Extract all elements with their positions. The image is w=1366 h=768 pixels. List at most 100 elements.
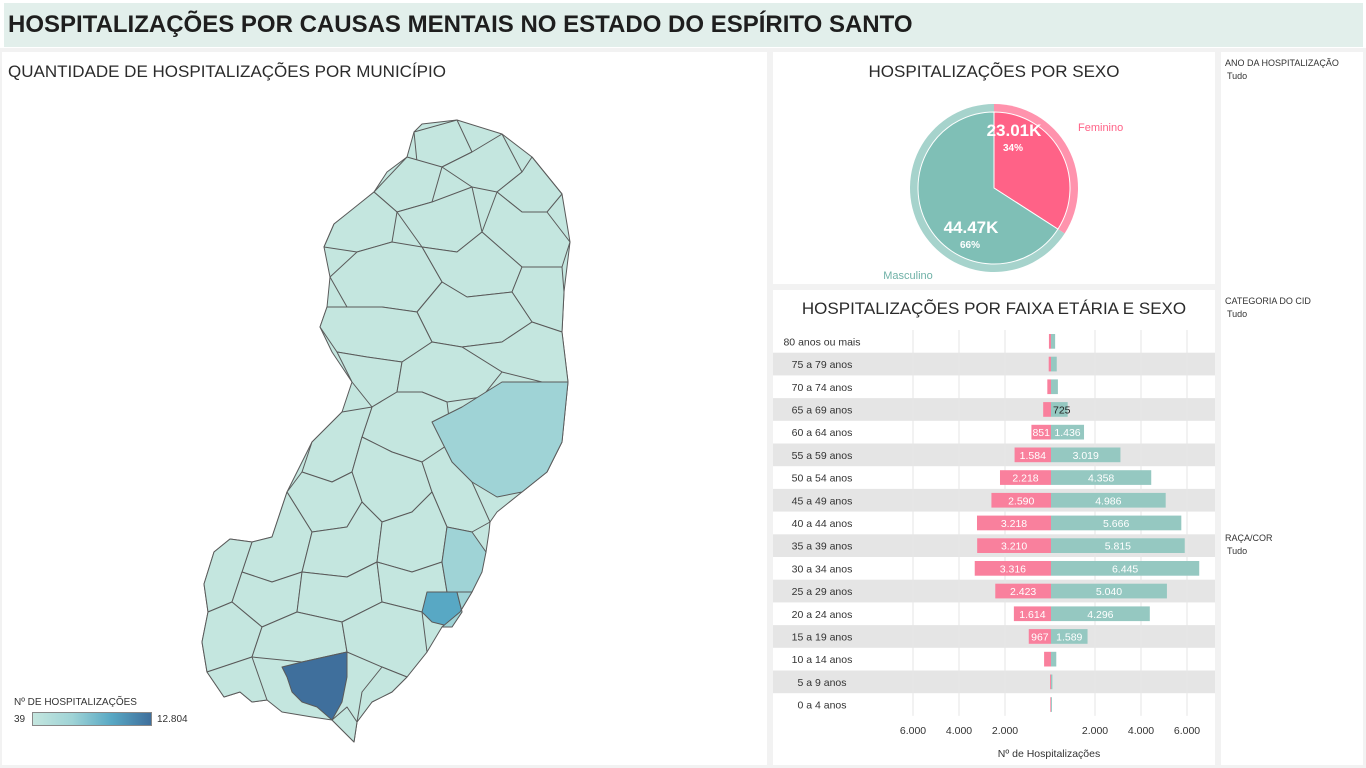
bar-masculino[interactable] xyxy=(1051,697,1052,712)
bar-feminino[interactable] xyxy=(1048,356,1051,372)
bar-masculino[interactable] xyxy=(1051,447,1121,463)
age-category-label: 65 a 69 anos xyxy=(792,404,853,416)
mun-13[interactable] xyxy=(461,321,569,383)
mun-31[interactable] xyxy=(206,656,268,703)
bar-masculino[interactable] xyxy=(1051,629,1088,644)
x-tick-label: 2.000 xyxy=(992,725,1018,737)
bar-feminino[interactable] xyxy=(1013,606,1051,622)
bar-masculino[interactable] xyxy=(1051,515,1182,531)
age-category-label: 10 a 14 anos xyxy=(792,654,853,666)
bar-feminino[interactable] xyxy=(1044,651,1051,667)
bar-masculino[interactable] xyxy=(1051,356,1057,372)
filter-cid-value[interactable]: Tudo xyxy=(1227,309,1248,319)
filter-race[interactable]: RAÇA/COR Tudo xyxy=(1225,533,1273,556)
bar-masculino-label: 725 xyxy=(1053,404,1071,416)
bar-feminino-label: 967 xyxy=(1031,631,1049,643)
filter-year[interactable]: ANO DA HOSPITALIZAÇÃO Tudo xyxy=(1225,58,1339,81)
age-category-label: 45 a 49 anos xyxy=(792,495,853,507)
bar-masculino-label: 4.358 xyxy=(1088,473,1114,485)
bar-masculino-label: 4.986 xyxy=(1095,495,1121,507)
bar-feminino-label: 1.614 xyxy=(1019,609,1045,621)
pie-label-feminino-percent: 34% xyxy=(1003,143,1023,154)
bar-masculino[interactable] xyxy=(1051,583,1167,599)
bar-feminino-label: 3.210 xyxy=(1001,541,1027,553)
page-title-bar: HOSPITALIZAÇÕES POR CAUSAS MENTAIS NO ES… xyxy=(4,3,1363,47)
bar-masculino[interactable] xyxy=(1051,402,1068,417)
filter-year-label: ANO DA HOSPITALIZAÇÃO xyxy=(1225,58,1339,68)
bar-masculino-label: 5.815 xyxy=(1105,541,1131,553)
age-category-label: 40 a 44 anos xyxy=(792,518,853,530)
bar-masculino[interactable] xyxy=(1051,538,1185,553)
bar-masculino[interactable] xyxy=(1051,561,1200,576)
bar-masculino[interactable] xyxy=(1051,492,1166,508)
map-panel: QUANTIDADE DE HOSPITALIZAÇÕES POR MUNICÍ… xyxy=(2,52,767,765)
age-category-label: 35 a 39 anos xyxy=(792,541,853,553)
filter-cid[interactable]: CATEGORIA DO CID Tudo xyxy=(1225,296,1311,319)
bar-feminino-label: 1.584 xyxy=(1020,450,1046,462)
bar-feminino-label: 2.218 xyxy=(1012,473,1038,485)
bar-feminino[interactable] xyxy=(974,561,1051,576)
pie-legend-feminino: Feminino xyxy=(1078,122,1123,134)
pie-slice-masculino[interactable] xyxy=(917,111,1059,265)
age-category-label: 0 a 4 anos xyxy=(797,700,846,712)
mun-33[interactable] xyxy=(356,666,408,723)
bar-feminino[interactable] xyxy=(999,470,1051,485)
row-stripe xyxy=(773,670,1215,694)
bar-masculino-label: 1.589 xyxy=(1056,631,1082,643)
pie-legend-masculino: Masculino xyxy=(883,270,933,282)
filter-race-value[interactable]: Tudo xyxy=(1227,546,1248,556)
age-category-label: 20 a 24 anos xyxy=(792,609,853,621)
x-tick-label: 6.000 xyxy=(900,725,926,737)
bar-feminino[interactable] xyxy=(991,492,1051,508)
bar-masculino[interactable] xyxy=(1051,379,1058,395)
bar-feminino[interactable] xyxy=(1043,402,1051,417)
sex-pie-chart[interactable]: 23.01K 34% 44.47K 66% Feminino Masculino xyxy=(773,52,1215,284)
age-category-label: 60 a 64 anos xyxy=(792,427,853,439)
bar-feminino[interactable] xyxy=(1050,697,1051,712)
age-sex-bar-chart[interactable]: 80 anos ou mais 75 a 79 anos 70 a 74 anos 6… xyxy=(773,290,1215,765)
age-category-label: 55 a 59 anos xyxy=(792,450,853,462)
age-category-label: 30 a 34 anos xyxy=(792,563,853,575)
bar-masculino[interactable] xyxy=(1051,606,1150,622)
page-title: HOSPITALIZAÇÕES POR CAUSAS MENTAIS NO ES… xyxy=(8,11,913,38)
bar-feminino-label: 3.316 xyxy=(1000,563,1026,575)
legend-title: Nº DE HOSPITALIZAÇÕES xyxy=(14,697,137,708)
mun-cachoeiro[interactable] xyxy=(281,651,348,721)
bar-masculino[interactable] xyxy=(1051,424,1085,440)
bar-feminino[interactable] xyxy=(995,583,1051,599)
row-stripe xyxy=(773,625,1215,648)
bar-masculino-label: 3.019 xyxy=(1073,450,1099,462)
bar-feminino[interactable] xyxy=(976,515,1051,531)
age-chart-panel: 80 anos ou mais 75 a 79 anos 70 a 74 anos 6… xyxy=(773,290,1215,765)
bar-feminino[interactable] xyxy=(1031,424,1051,440)
bar-feminino[interactable] xyxy=(977,538,1051,553)
legend-gradient xyxy=(32,712,152,726)
bar-masculino[interactable] xyxy=(1051,651,1057,667)
pie-label-masculino-percent: 66% xyxy=(960,240,980,251)
bar-feminino[interactable] xyxy=(1014,447,1051,463)
mun-highlight-north[interactable] xyxy=(431,381,569,498)
age-category-label: 15 a 19 anos xyxy=(792,631,853,643)
mun-coast-2[interactable] xyxy=(441,591,473,628)
sex-chart-panel: 23.01K 34% 44.47K 66% Feminino Masculino HOSP… xyxy=(773,52,1215,284)
map-legend: Nº DE HOSPITALIZAÇÕES 39 12.804 xyxy=(14,697,188,726)
filter-cid-label: CATEGORIA DO CID xyxy=(1225,296,1311,306)
age-chart-title: HOSPITALIZAÇÕES POR FAIXA ETÁRIA E SEXO xyxy=(801,299,1187,318)
pie-label-feminino-value: 23.01K xyxy=(987,121,1043,140)
bar-masculino-label: 4.296 xyxy=(1087,609,1113,621)
bar-masculino-label: 1.436 xyxy=(1054,427,1080,439)
filter-year-value[interactable]: Tudo xyxy=(1227,71,1248,81)
x-tick-label: 4.000 xyxy=(946,725,972,737)
bar-masculino-label: 6.445 xyxy=(1112,563,1138,575)
bar-feminino-label: 2.423 xyxy=(1010,586,1036,598)
bar-feminino[interactable] xyxy=(1048,334,1051,349)
bar-masculino[interactable] xyxy=(1051,334,1056,349)
bar-feminino[interactable] xyxy=(1028,629,1051,644)
bar-masculino[interactable] xyxy=(1051,674,1053,690)
x-axis-label: Nº de Hospitalizações xyxy=(998,748,1100,760)
filters-panel: ANO DA HOSPITALIZAÇÃO Tudo CATEGORIA DO … xyxy=(1221,52,1363,765)
bar-feminino[interactable] xyxy=(1050,674,1051,690)
municipality-map[interactable] xyxy=(2,52,767,765)
bar-masculino[interactable] xyxy=(1051,470,1152,485)
bar-feminino[interactable] xyxy=(1047,379,1051,395)
